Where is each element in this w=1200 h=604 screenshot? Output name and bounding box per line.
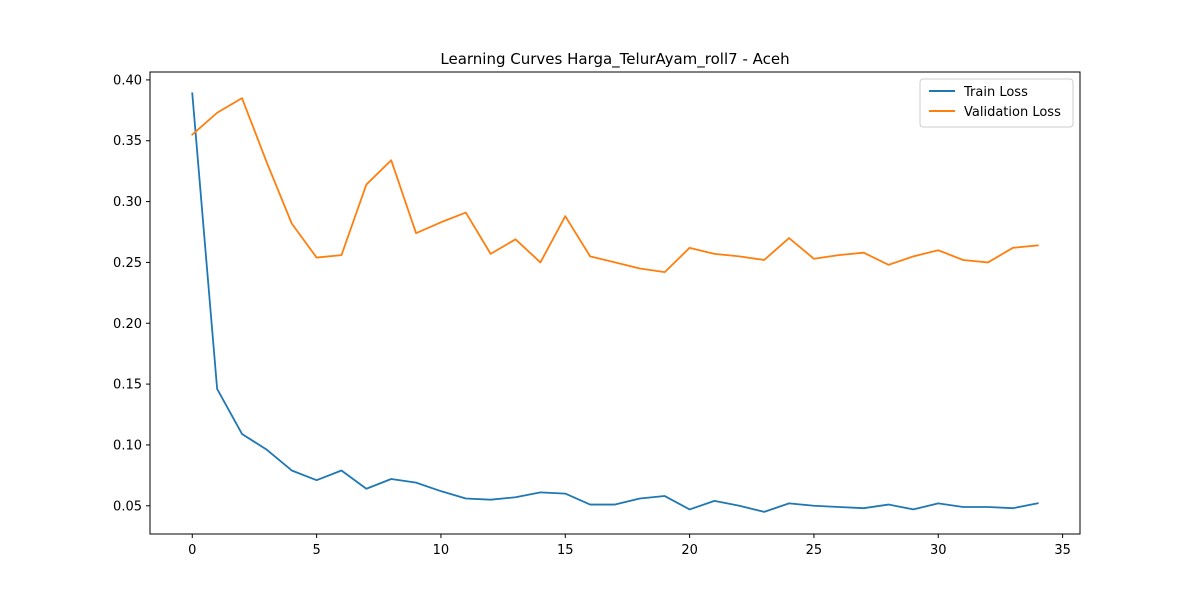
x-tick-label: 5 xyxy=(312,543,320,558)
legend-label-train-loss: Train Loss xyxy=(963,85,1028,100)
y-tick-label: 0.20 xyxy=(113,317,142,332)
y-tick-label: 0.10 xyxy=(113,438,142,453)
legend-label-validation-loss: Validation Loss xyxy=(964,105,1061,120)
y-tick-label: 0.25 xyxy=(113,256,142,271)
x-tick-label: 35 xyxy=(1054,543,1071,558)
x-tick-label: 10 xyxy=(433,543,450,558)
x-tick-label: 20 xyxy=(681,543,698,558)
chart-title: Learning Curves Harga_TelurAyam_roll7 - … xyxy=(440,50,789,69)
y-tick-label: 0.35 xyxy=(113,134,142,149)
x-tick-label: 25 xyxy=(806,543,823,558)
y-tick-label: 0.15 xyxy=(113,378,142,393)
y-tick-label: 0.40 xyxy=(113,73,142,88)
legend: Train Loss Validation Loss xyxy=(920,79,1073,127)
x-tick-label: 15 xyxy=(557,543,574,558)
x-tick-label: 0 xyxy=(188,543,196,558)
x-tick-label: 30 xyxy=(930,543,947,558)
y-tick-label: 0.30 xyxy=(113,195,142,210)
y-tick-label: 0.05 xyxy=(113,499,142,514)
